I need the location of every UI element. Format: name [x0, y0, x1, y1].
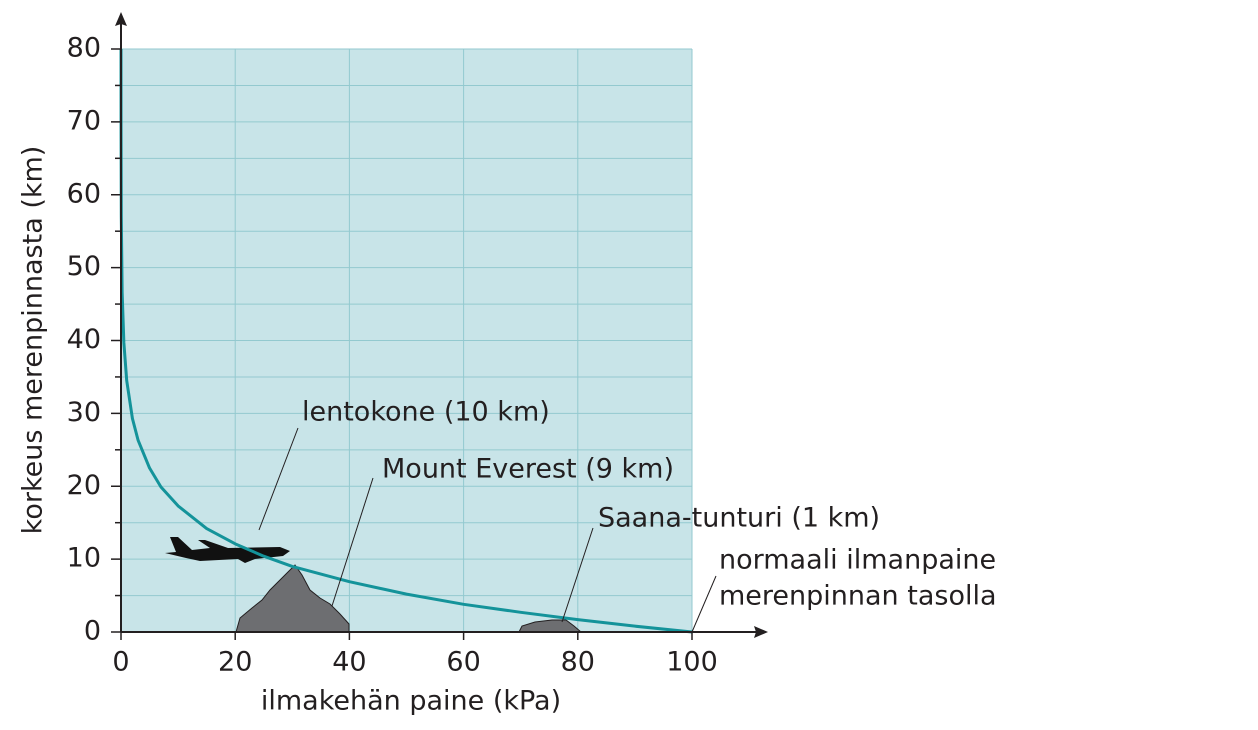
- annotation: Mount Everest (9 km): [382, 454, 674, 485]
- x-tick-label: 100: [666, 647, 718, 678]
- y-tick-label: 70: [67, 105, 101, 136]
- y-tick-label: 20: [67, 470, 101, 501]
- x-axis-label: ilmakehän paine (kPa): [261, 686, 561, 717]
- y-tick-label: 40: [67, 324, 101, 355]
- leader-line: [331, 477, 374, 607]
- leader-line: [561, 527, 594, 623]
- y-tick-label: 10: [67, 543, 101, 574]
- x-tick-label: 60: [446, 647, 480, 678]
- leader-line: [691, 575, 717, 633]
- x-axis-arrow: [754, 626, 768, 638]
- annotation: merenpinnan tasolla: [719, 581, 997, 612]
- x-tick-label: 40: [332, 647, 366, 678]
- curve-layer: [119, 48, 693, 634]
- annotation: lentokone (10 km): [302, 397, 550, 428]
- x-tick-label: 80: [561, 647, 595, 678]
- y-tick-label: 30: [67, 397, 101, 428]
- y-tick-label: 0: [84, 616, 101, 647]
- y-axis-arrow: [115, 12, 127, 26]
- y-tick-label: 50: [67, 251, 101, 282]
- annotation: normaali ilmanpaine: [719, 545, 996, 576]
- pressure-curve: [119, 48, 693, 634]
- airplane-illustration: [165, 537, 290, 563]
- x-tick-label: 0: [112, 647, 129, 678]
- y-tick-label: 80: [67, 33, 101, 64]
- y-tick-label: 60: [67, 178, 101, 209]
- mount-everest-illustration: [235, 564, 350, 633]
- y-axis-label: korkeus merenpinnasta (km): [18, 146, 49, 535]
- leader-line: [258, 427, 299, 531]
- x-tick-label: 20: [218, 647, 252, 678]
- annotation: Saana-tunturi (1 km): [598, 503, 880, 534]
